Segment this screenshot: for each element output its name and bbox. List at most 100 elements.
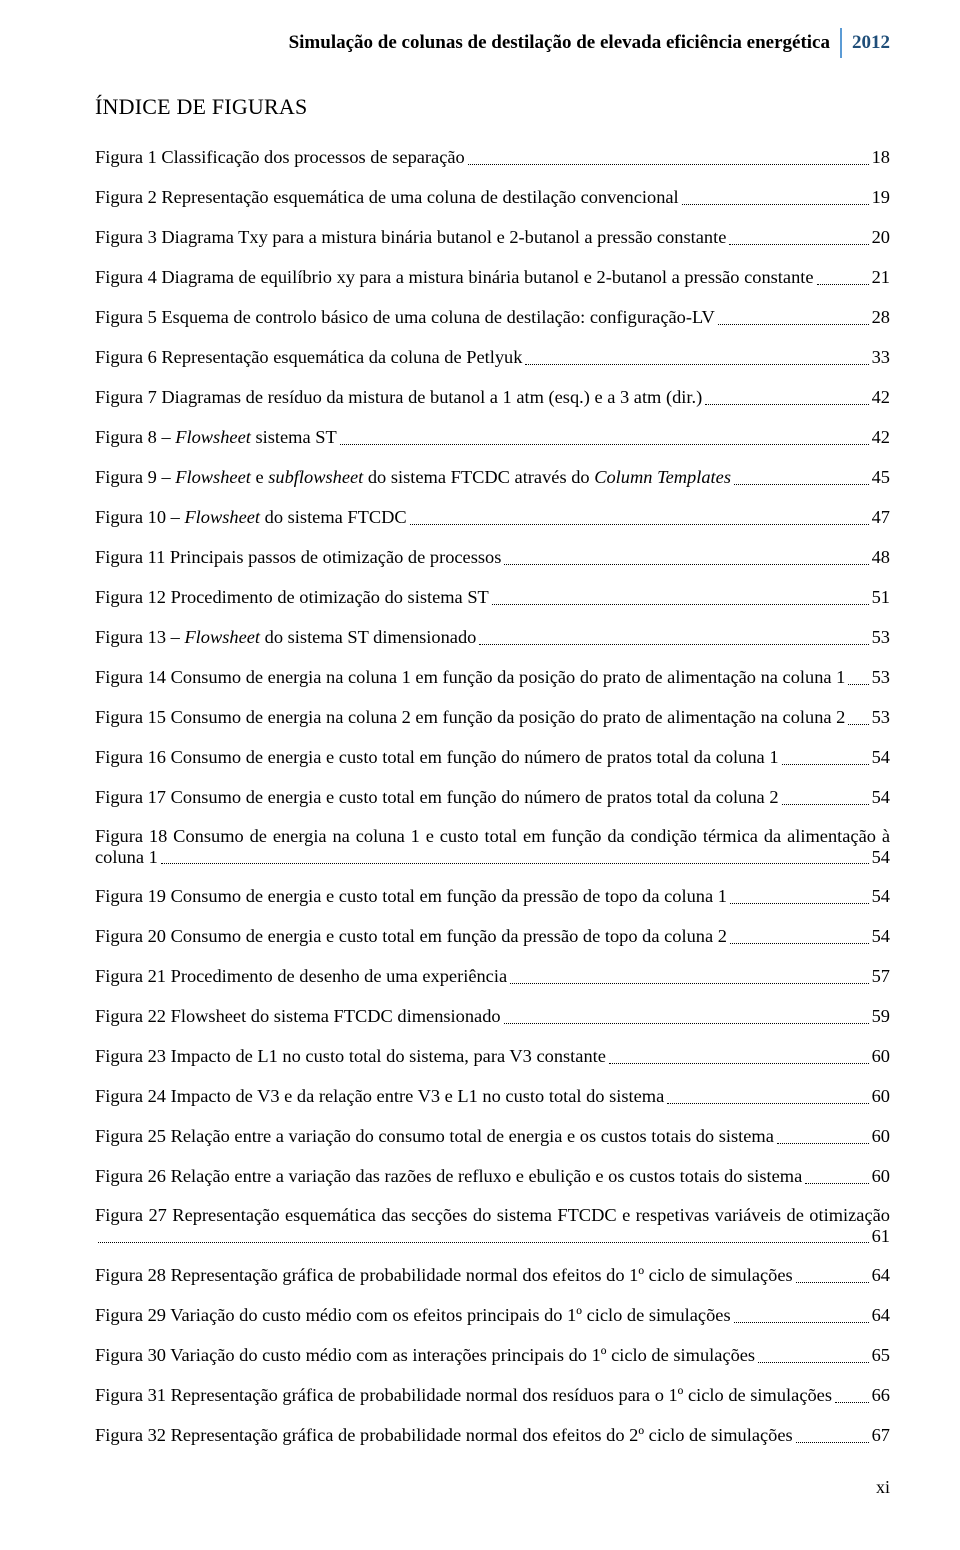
leader-dots xyxy=(510,983,868,984)
figure-entry-page: 57 xyxy=(872,965,890,988)
figure-entry: Figura 32 Representação gráfica de proba… xyxy=(95,1424,890,1447)
figure-entry-text: Figura 1 Classificação dos processos de … xyxy=(95,146,465,169)
leader-dots xyxy=(98,1242,869,1243)
figure-entry: Figura 7 Diagramas de resíduo da mistura… xyxy=(95,386,890,409)
figure-entry-page: 53 xyxy=(872,706,890,729)
leader-dots xyxy=(758,1362,869,1363)
figure-entry-page: 19 xyxy=(872,186,890,209)
figure-entry-page: 48 xyxy=(872,546,890,569)
page: Simulação de colunas de destilação de el… xyxy=(0,0,960,1538)
footer-page-number: xi xyxy=(95,1477,890,1498)
leader-dots xyxy=(718,324,869,325)
leader-dots xyxy=(468,164,869,165)
figure-entry: Figura 12 Procedimento de otimização do … xyxy=(95,586,890,609)
figure-entry-page: 64 xyxy=(872,1304,890,1327)
leader-dots xyxy=(667,1103,868,1104)
figure-entry-text: Figura 31 Representação gráfica de proba… xyxy=(95,1384,832,1407)
figure-entry-text: Figura 17 Consumo de energia e custo tot… xyxy=(95,786,779,809)
leader-dots xyxy=(848,684,868,685)
figure-entry-page: 21 xyxy=(872,266,890,289)
figure-entry: Figura 4 Diagrama de equilíbrio xy para … xyxy=(95,266,890,289)
figure-entry-page: 66 xyxy=(872,1384,890,1407)
figure-entry-text: Figura 27 Representação esquemática das … xyxy=(95,1205,890,1226)
figure-entry-page: 61 xyxy=(872,1226,890,1247)
figure-entry: Figura 25 Relação entre a variação do co… xyxy=(95,1125,890,1148)
leader-dots xyxy=(835,1402,869,1403)
leader-dots xyxy=(805,1183,868,1184)
figure-entry-text: Figura 16 Consumo de energia e custo tot… xyxy=(95,746,779,769)
figure-entry-page: 60 xyxy=(872,1045,890,1068)
leader-dots xyxy=(796,1442,869,1443)
figure-list: Figura 1 Classificação dos processos de … xyxy=(95,146,890,1447)
figure-entry-page: 53 xyxy=(872,626,890,649)
leader-dots xyxy=(730,903,869,904)
page-header: Simulação de colunas de destilação de el… xyxy=(95,28,890,58)
figure-entry: Figura 2 Representação esquemática de um… xyxy=(95,186,890,209)
section-title: ÍNDICE DE FIGURAS xyxy=(95,94,890,120)
figure-entry: Figura 10 – Flowsheet do sistema FTCDC 47 xyxy=(95,506,890,529)
figure-entry-page: 47 xyxy=(872,506,890,529)
figure-entry-text: Figura 10 – Flowsheet do sistema FTCDC xyxy=(95,506,407,529)
figure-entry-page: 65 xyxy=(872,1344,890,1367)
figure-entry-page: 33 xyxy=(872,346,890,369)
leader-dots xyxy=(782,764,869,765)
figure-entry-text: Figura 13 – Flowsheet do sistema ST dime… xyxy=(95,626,476,649)
figure-entry-text: Figura 11 Principais passos de otimizaçã… xyxy=(95,546,501,569)
leader-dots xyxy=(504,564,868,565)
figure-entry: Figura 17 Consumo de energia e custo tot… xyxy=(95,786,890,809)
figure-entry: Figura 19 Consumo de energia e custo tot… xyxy=(95,885,890,908)
figure-entry-page: 45 xyxy=(872,466,890,489)
figure-entry: Figura 22 Flowsheet do sistema FTCDC dim… xyxy=(95,1005,890,1028)
leader-dots xyxy=(782,804,869,805)
figure-entry: Figura 9 – Flowsheet e subflowsheet do s… xyxy=(95,466,890,489)
figure-entry-text: Figura 9 – Flowsheet e subflowsheet do s… xyxy=(95,466,731,489)
figure-entry-page: 67 xyxy=(872,1424,890,1447)
leader-dots xyxy=(609,1063,869,1064)
figure-entry-text: Figura 18 Consumo de energia na coluna 1… xyxy=(95,826,890,847)
figure-entry-page: 64 xyxy=(872,1264,890,1287)
figure-entry-page: 54 xyxy=(872,786,890,809)
figure-entry-text: Figura 14 Consumo de energia na coluna 1… xyxy=(95,666,845,689)
figure-entry-text: coluna 1 xyxy=(95,847,158,868)
leader-dots xyxy=(817,284,869,285)
figure-entry: Figura 28 Representação gráfica de proba… xyxy=(95,1264,890,1287)
leader-dots xyxy=(777,1143,869,1144)
figure-entry-page: 18 xyxy=(872,146,890,169)
figure-entry: Figura 14 Consumo de energia na coluna 1… xyxy=(95,666,890,689)
figure-entry-text: Figura 22 Flowsheet do sistema FTCDC dim… xyxy=(95,1005,501,1028)
figure-entry-page: 51 xyxy=(872,586,890,609)
figure-entry-text: Figura 23 Impacto de L1 no custo total d… xyxy=(95,1045,606,1068)
figure-entry-text: Figura 29 Variação do custo médio com os… xyxy=(95,1304,731,1327)
figure-entry: Figura 23 Impacto de L1 no custo total d… xyxy=(95,1045,890,1068)
figure-entry-page: 60 xyxy=(872,1165,890,1188)
figure-entry-page: 54 xyxy=(872,746,890,769)
leader-dots xyxy=(504,1023,869,1024)
leader-dots xyxy=(734,1322,869,1323)
figure-entry-page: 42 xyxy=(872,426,890,449)
figure-entry: Figura 27 Representação esquemática das … xyxy=(95,1205,890,1247)
figure-entry-text: Figura 3 Diagrama Txy para a mistura bin… xyxy=(95,226,726,249)
leader-dots xyxy=(492,604,869,605)
header-year: 2012 xyxy=(840,28,890,58)
leader-dots xyxy=(729,244,868,245)
figure-entry-page: 60 xyxy=(872,1085,890,1108)
figure-entry: Figura 29 Variação do custo médio com os… xyxy=(95,1304,890,1327)
leader-dots xyxy=(410,524,869,525)
figure-entry-page: 60 xyxy=(872,1125,890,1148)
figure-entry-text: Figura 24 Impacto de V3 e da relação ent… xyxy=(95,1085,664,1108)
figure-entry-page: 54 xyxy=(872,885,890,908)
figure-entry: Figura 8 – Flowsheet sistema ST42 xyxy=(95,426,890,449)
figure-entry: Figura 20 Consumo de energia e custo tot… xyxy=(95,925,890,948)
leader-dots xyxy=(705,404,868,405)
figure-entry: Figura 21 Procedimento de desenho de uma… xyxy=(95,965,890,988)
figure-entry-page: 59 xyxy=(872,1005,890,1028)
figure-entry: Figura 3 Diagrama Txy para a mistura bin… xyxy=(95,226,890,249)
figure-entry: Figura 30 Variação do custo médio com as… xyxy=(95,1344,890,1367)
leader-dots xyxy=(161,863,869,864)
figure-entry-text: Figura 28 Representação gráfica de proba… xyxy=(95,1264,793,1287)
figure-entry-page: 53 xyxy=(872,666,890,689)
figure-entry-text: Figura 30 Variação do custo médio com as… xyxy=(95,1344,755,1367)
leader-dots xyxy=(730,943,869,944)
leader-dots xyxy=(848,724,868,725)
figure-entry-page: 42 xyxy=(872,386,890,409)
